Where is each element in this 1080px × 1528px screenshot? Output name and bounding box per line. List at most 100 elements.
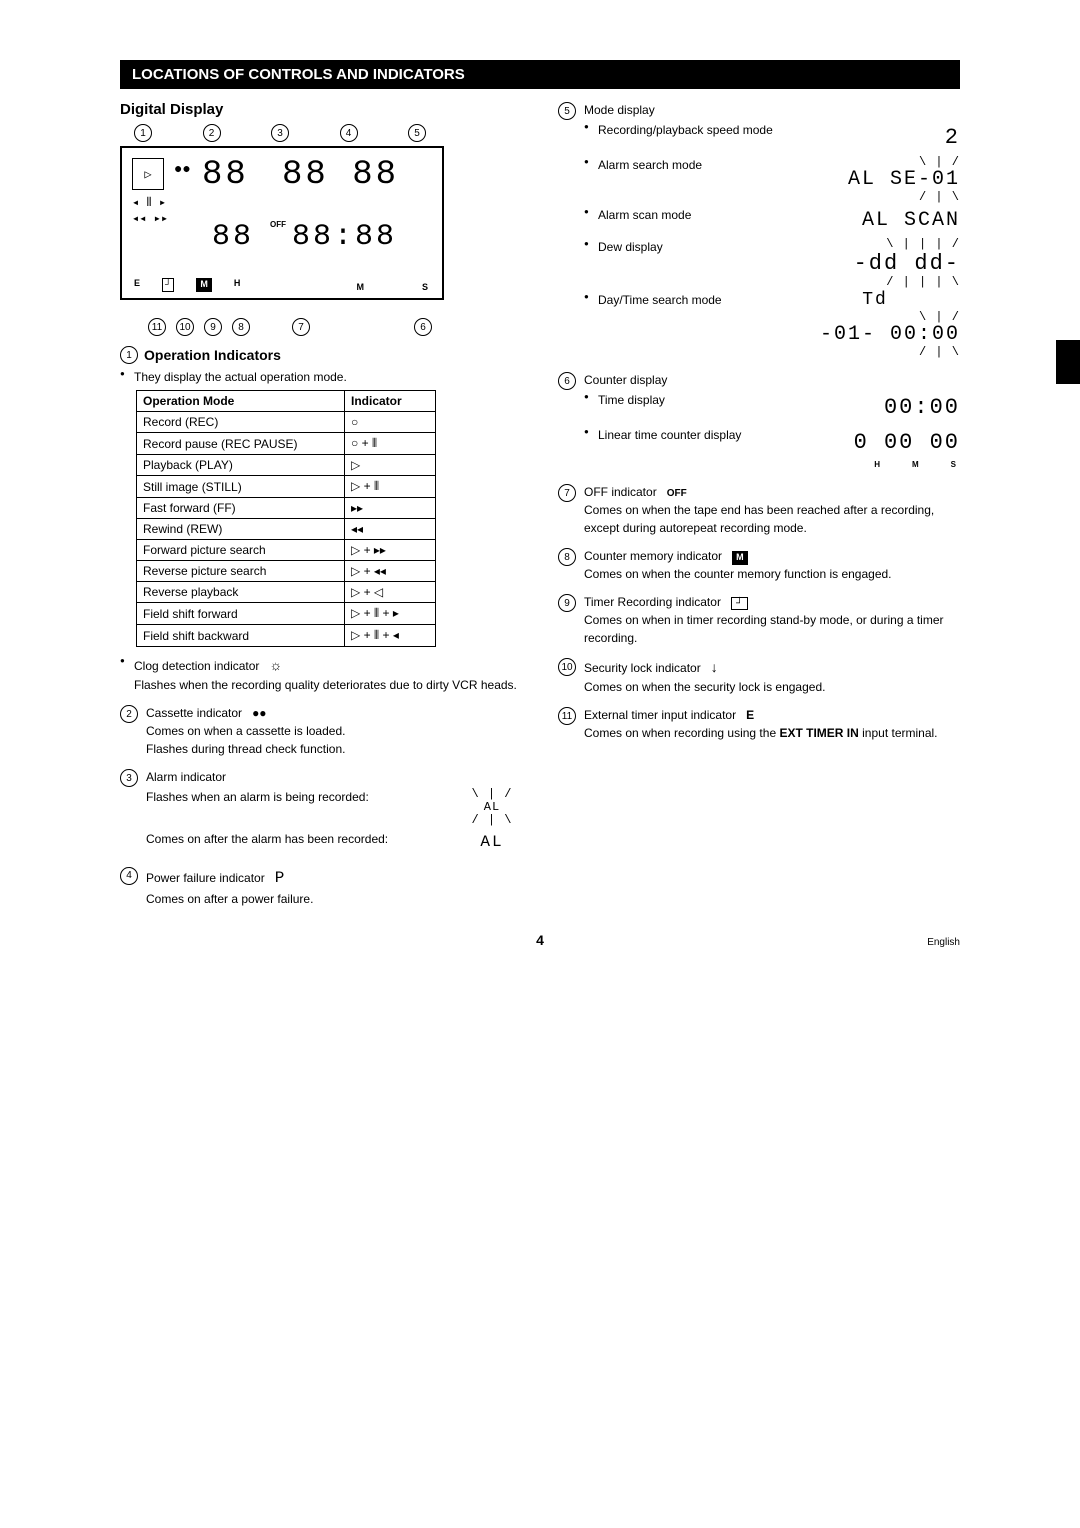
cell-icon: ▷ + ◁ xyxy=(345,582,436,603)
cell-mode: Reverse picture search xyxy=(137,561,345,582)
col-indicator: Indicator xyxy=(345,391,436,412)
section7-title: OFF indicator xyxy=(584,485,657,499)
cell-mode: Record (REC) xyxy=(137,412,345,433)
table-row: Reverse picture search▷ + ◂◂ xyxy=(137,561,436,582)
callout-7: 7 xyxy=(292,318,310,336)
timer-box-icon: ┘ xyxy=(162,278,174,292)
mode-rec-play: Recording/playback speed mode xyxy=(598,121,780,139)
seg-speed: 2 xyxy=(790,121,960,154)
seg-bot-2: 88:88 xyxy=(292,220,397,254)
mode-alarm-search: Alarm search mode xyxy=(598,156,780,174)
section2-title: Cassette indicator xyxy=(146,706,242,720)
lock-icon: ↓ xyxy=(711,659,718,675)
section5-item: Dew display \ | | | /-dd dd-/ | | | \ xyxy=(584,238,960,289)
section5-list: Recording/playback speed mode 2 Alarm se… xyxy=(584,121,960,359)
table-row: Record (REC)○ xyxy=(137,412,436,433)
cell-mode: Playback (PLAY) xyxy=(137,455,345,476)
section1-title: 1 Operation Indicators xyxy=(120,346,522,364)
cell-mode: Field shift forward xyxy=(137,603,345,625)
left-column: Digital Display 1 2 3 4 5 88 88 88 ●● ▷ xyxy=(120,101,522,908)
section9-l1: Comes on when in timer recording stand-b… xyxy=(584,611,960,647)
section7-num: 7 xyxy=(558,484,576,502)
section9-title: Timer Recording indicator xyxy=(584,595,721,609)
mode-daytime: Day/Time search mode xyxy=(598,291,780,309)
page: LOCATIONS OF CONTROLS AND INDICATORS Dig… xyxy=(120,0,960,988)
seg-alarm-search: \ | /AL SE-01/ | \ xyxy=(790,156,960,204)
cell-mode: Field shift backward xyxy=(137,625,345,647)
section6: 6 Counter display Time display 00:00 L xyxy=(558,371,960,473)
section9: 9 Timer Recording indicator ┘ Comes on w… xyxy=(558,593,960,647)
section3-seg2: AL xyxy=(462,830,522,854)
h-label: H xyxy=(234,278,241,292)
s-label: S xyxy=(422,282,428,292)
page-tab xyxy=(1056,340,1080,384)
section8-title: Counter memory indicator xyxy=(584,549,722,563)
cell-icon: ○ + ⦀ xyxy=(345,433,436,455)
table-row: Field shift backward▷ + ⦀ + ◂ xyxy=(137,625,436,647)
cell-icon: ▷ + ⦀ + ◂ xyxy=(345,625,436,647)
table-header-row: Operation Mode Indicator xyxy=(137,391,436,412)
section4-num: 4 xyxy=(120,867,138,885)
e-inline: E xyxy=(746,708,754,722)
e-label: E xyxy=(134,278,140,292)
cell-mode: Forward picture search xyxy=(137,540,345,561)
seg-daytime: Td \ | / -01- 00:00 / | \ xyxy=(790,291,960,359)
linear-counter: Linear time counter display xyxy=(598,426,780,444)
callout-9: 9 xyxy=(204,318,222,336)
cell-icon: ○ xyxy=(345,412,436,433)
section5-num: 5 xyxy=(558,102,576,120)
cell-mode: Still image (STILL) xyxy=(137,476,345,498)
section2-num: 2 xyxy=(120,705,138,723)
section3-l1: Flashes when an alarm is being recorded: xyxy=(146,788,452,806)
section4-l1: Comes on after a power failure. xyxy=(146,890,522,908)
hms-labels: H M S xyxy=(790,459,960,471)
cell-icon: ▷ xyxy=(345,455,436,476)
section3-row2: Comes on after the alarm has been record… xyxy=(146,830,522,854)
m-icon: M xyxy=(732,551,748,565)
table-row: Record pause (REC PAUSE)○ + ⦀ xyxy=(137,433,436,455)
section5-item: Recording/playback speed mode 2 xyxy=(584,121,960,154)
mode-alarm-scan: Alarm scan mode xyxy=(598,206,780,224)
section3-l2: Comes on after the alarm has been record… xyxy=(146,830,452,848)
cell-icon: ▷ + ▸▸ xyxy=(345,540,436,561)
section5-item: Alarm scan mode AL SCAN xyxy=(584,206,960,236)
display-box: 88 88 88 ●● ▷ ◂ ⦀ ▸◂◂ ▸▸ 88 88:88 OFF E … xyxy=(120,146,444,300)
clog-item: Clog detection indicator ☼ Flashes when … xyxy=(120,655,522,694)
section2: 2 Cassette indicator ●● Comes on when a … xyxy=(120,704,522,758)
table-row: Fast forward (FF)▸▸ xyxy=(137,498,436,519)
section8-num: 8 xyxy=(558,548,576,566)
cell-icon: ▷ + ⦀ + ▸ xyxy=(345,603,436,625)
operation-table: Operation Mode Indicator Record (REC)○ R… xyxy=(136,390,436,647)
section1-text: Operation Indicators xyxy=(144,347,281,363)
section11: 11 External timer input indicator E Come… xyxy=(558,706,960,742)
section6-item: Time display 00:00 xyxy=(584,391,960,424)
cell-icon: ◂◂ xyxy=(345,519,436,540)
callout-4: 4 xyxy=(340,124,358,142)
cell-mode: Fast forward (FF) xyxy=(137,498,345,519)
digital-display-title: Digital Display xyxy=(120,101,522,118)
callout-10: 10 xyxy=(176,318,194,336)
callout-8: 8 xyxy=(232,318,250,336)
table-row: Field shift forward▷ + ⦀ + ▸ xyxy=(137,603,436,625)
callout-6: 6 xyxy=(414,318,432,336)
callout-5: 5 xyxy=(408,124,426,142)
seg-bot-1: 88 xyxy=(212,220,254,254)
section11-title: External timer input indicator xyxy=(584,708,736,722)
cell-mode: Reverse playback xyxy=(137,582,345,603)
seg-dew: \ | | | /-dd dd-/ | | | \ xyxy=(790,238,960,289)
bottom-ms: M S xyxy=(356,282,428,292)
table-row: Reverse playback▷ + ◁ xyxy=(137,582,436,603)
section5: 5 Mode display Recording/playback speed … xyxy=(558,101,960,361)
section1-num: 1 xyxy=(120,346,138,364)
seg-time: 00:00 xyxy=(790,391,960,424)
cell-icon: ▷ + ◂◂ xyxy=(345,561,436,582)
cell-icon: ▸▸ xyxy=(345,498,436,519)
callout-1: 1 xyxy=(134,124,152,142)
callout-11: 11 xyxy=(148,318,166,336)
section3-row1: Flashes when an alarm is being recorded:… xyxy=(146,788,522,828)
section2-l2: Flashes during thread check function. xyxy=(146,740,522,758)
section6-title: Counter display xyxy=(584,373,667,387)
section10-num: 10 xyxy=(558,658,576,676)
clog-bullet: Clog detection indicator ☼ Flashes when … xyxy=(120,655,522,694)
table-row: Forward picture search▷ + ▸▸ xyxy=(137,540,436,561)
